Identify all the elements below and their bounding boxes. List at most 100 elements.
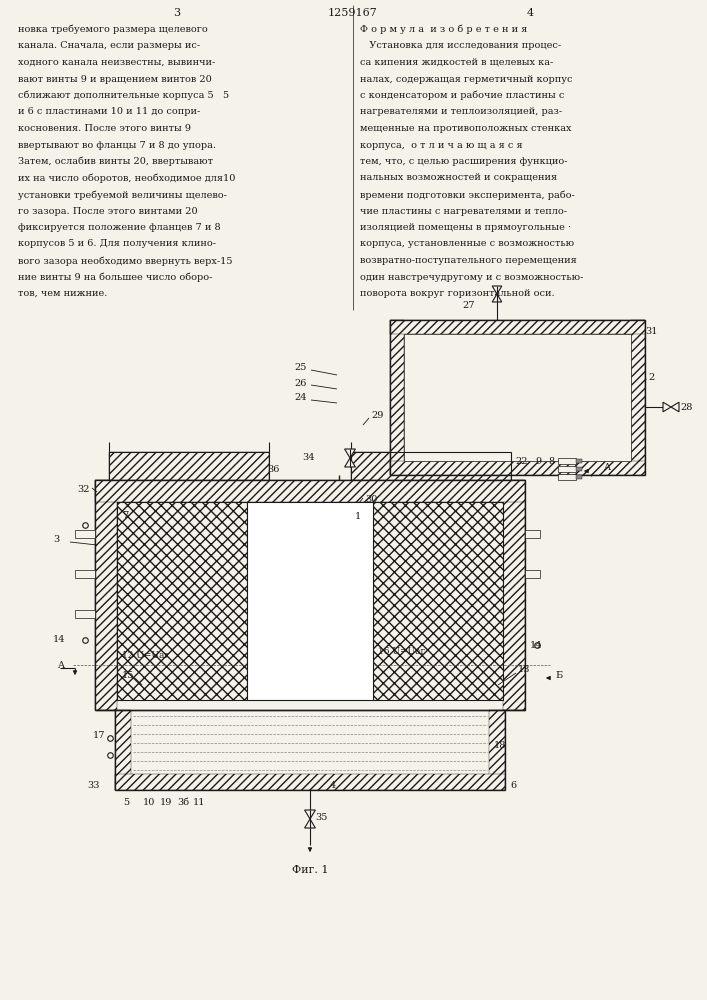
Text: возвратно-поступательного перемещения: возвратно-поступательного перемещения bbox=[360, 256, 577, 265]
Bar bbox=[558, 474, 576, 480]
Text: с конденсатором и рабочие пластины с: с конденсатором и рабочие пластины с bbox=[360, 91, 564, 101]
Text: 13: 13 bbox=[518, 666, 530, 674]
Polygon shape bbox=[671, 402, 679, 412]
Text: 2: 2 bbox=[648, 373, 654, 382]
Text: Затем, ослабив винты 20, ввертывают: Затем, ослабив винты 20, ввертывают bbox=[18, 157, 213, 166]
Text: 18: 18 bbox=[494, 740, 506, 750]
Bar bbox=[558, 466, 576, 472]
Bar bbox=[117, 502, 247, 700]
Text: сближают дополнительные корпуса 5   5: сближают дополнительные корпуса 5 5 bbox=[18, 91, 229, 101]
Text: ходного канала неизвестны, вывинчи-: ходного канала неизвестны, вывинчи- bbox=[18, 58, 215, 67]
Text: 4: 4 bbox=[527, 8, 534, 18]
Bar bbox=[390, 320, 404, 475]
Text: 19: 19 bbox=[160, 798, 173, 807]
Polygon shape bbox=[492, 294, 502, 302]
Polygon shape bbox=[492, 286, 502, 294]
Text: чие пластины с нагревателями и тепло-: чие пластины с нагревателями и тепло- bbox=[360, 207, 567, 216]
Text: 1: 1 bbox=[355, 512, 361, 521]
Text: нальных возможностей и сокращения: нальных возможностей и сокращения bbox=[360, 174, 557, 182]
Text: 35: 35 bbox=[315, 814, 327, 822]
Bar bbox=[115, 774, 505, 790]
Polygon shape bbox=[305, 810, 315, 819]
Text: 4: 4 bbox=[330, 780, 337, 790]
Text: ввертывают во фланцы 7 и 8 до упора.: ввертывают во фланцы 7 и 8 до упора. bbox=[18, 140, 216, 149]
Bar bbox=[631, 320, 645, 475]
Bar bbox=[390, 320, 645, 475]
Bar bbox=[489, 710, 505, 790]
Text: ние винты 9 на большее число оборо-: ние винты 9 на большее число оборо- bbox=[18, 272, 212, 282]
Text: 5: 5 bbox=[123, 798, 129, 807]
Text: Б: Б bbox=[555, 670, 562, 680]
Text: 36: 36 bbox=[268, 466, 280, 475]
Bar bbox=[351, 452, 511, 480]
Text: 8: 8 bbox=[548, 458, 554, 466]
Text: 29: 29 bbox=[371, 410, 383, 420]
Text: 30: 30 bbox=[365, 495, 378, 504]
Text: 15: 15 bbox=[122, 670, 134, 680]
Bar bbox=[95, 480, 525, 710]
Bar bbox=[576, 475, 582, 479]
Text: изоляцией помещены в прямоугольные ·: изоляцией помещены в прямоугольные · bbox=[360, 223, 571, 232]
Text: канала. Сначала, если размеры ис-: канала. Сначала, если размеры ис- bbox=[18, 41, 200, 50]
Text: мещенные на противоположных стенках: мещенные на противоположных стенках bbox=[360, 124, 571, 133]
Text: 27: 27 bbox=[462, 302, 475, 310]
Text: 12 U=Uаг: 12 U=Uаг bbox=[122, 650, 169, 660]
Bar bbox=[95, 480, 525, 502]
Bar bbox=[115, 710, 131, 790]
Text: 3: 3 bbox=[54, 536, 60, 544]
Text: вают винты 9 и вращением винтов 20: вают винты 9 и вращением винтов 20 bbox=[18, 75, 212, 84]
Bar bbox=[75, 570, 95, 578]
Bar bbox=[247, 502, 373, 700]
Polygon shape bbox=[344, 449, 356, 458]
Text: 3б: 3б bbox=[177, 798, 189, 807]
Text: фиксируется положение фланцев 7 и 8: фиксируется положение фланцев 7 и 8 bbox=[18, 223, 221, 232]
Text: один навстречудругому и с возможностью-: один навстречудругому и с возможностью- bbox=[360, 272, 583, 282]
Text: 25: 25 bbox=[294, 363, 306, 372]
Text: 16 U=Uаг: 16 U=Uаг bbox=[378, 648, 425, 656]
Bar bbox=[404, 334, 631, 461]
Bar bbox=[351, 452, 511, 480]
Bar bbox=[115, 710, 505, 790]
Text: поворота вокруг горизонтальной оси.: поворота вокруг горизонтальной оси. bbox=[360, 289, 554, 298]
Text: времени подготовки эксперимента, рабо-: времени подготовки эксперимента, рабо- bbox=[360, 190, 575, 200]
Text: установки требуемой величины щелево-: установки требуемой величины щелево- bbox=[18, 190, 227, 200]
Bar bbox=[95, 480, 117, 710]
Text: A: A bbox=[57, 660, 64, 670]
Text: 14: 14 bbox=[52, 636, 65, 645]
Bar bbox=[109, 452, 269, 480]
Text: нагревателями и теплоизоляцией, раз-: нагревателями и теплоизоляцией, раз- bbox=[360, 107, 562, 116]
Text: 9: 9 bbox=[535, 458, 541, 466]
Bar bbox=[576, 459, 582, 463]
Text: 10: 10 bbox=[143, 798, 156, 807]
Text: 14: 14 bbox=[530, 641, 542, 650]
Text: A: A bbox=[603, 464, 610, 473]
Text: го зазора. После этого винтами 20: го зазора. После этого винтами 20 bbox=[18, 207, 198, 216]
Bar bbox=[373, 502, 503, 700]
Bar bbox=[390, 320, 645, 334]
Bar bbox=[576, 467, 582, 471]
Text: 6: 6 bbox=[510, 780, 516, 790]
Text: корпуса, установленные с возможностью: корпуса, установленные с возможностью bbox=[360, 239, 574, 248]
Bar bbox=[117, 502, 247, 700]
Text: 1259167: 1259167 bbox=[328, 8, 378, 18]
Bar bbox=[75, 530, 95, 538]
Text: и 6 с пластинами 10 и 11 до сопри-: и 6 с пластинами 10 и 11 до сопри- bbox=[18, 107, 200, 116]
Text: 31: 31 bbox=[645, 328, 658, 336]
Polygon shape bbox=[305, 819, 315, 828]
Text: тов, чем нижние.: тов, чем нижние. bbox=[18, 289, 107, 298]
Text: 17: 17 bbox=[93, 730, 105, 740]
Text: вого зазора необходимо ввернуть верх-15: вого зазора необходимо ввернуть верх-15 bbox=[18, 256, 233, 265]
Bar bbox=[109, 452, 269, 480]
Bar bbox=[525, 570, 540, 578]
Text: 11: 11 bbox=[193, 798, 205, 807]
Bar bbox=[525, 530, 540, 538]
Text: косновения. После этого винты 9: косновения. После этого винты 9 bbox=[18, 124, 191, 133]
Bar bbox=[75, 610, 95, 618]
Text: 32: 32 bbox=[78, 485, 90, 494]
Text: их на число оборотов, необходимое для10: их на число оборотов, необходимое для10 bbox=[18, 174, 235, 183]
Text: Установка для исследования процес-: Установка для исследования процес- bbox=[360, 41, 561, 50]
Text: са кипения жидкостей в щелевых ка-: са кипения жидкостей в щелевых ка- bbox=[360, 58, 554, 67]
Text: корпусов 5 и 6. Для получения клино-: корпусов 5 и 6. Для получения клино- bbox=[18, 239, 216, 248]
Text: 7: 7 bbox=[122, 510, 128, 520]
Text: тем, что, с целью расширения функцио-: тем, что, с целью расширения функцио- bbox=[360, 157, 568, 166]
